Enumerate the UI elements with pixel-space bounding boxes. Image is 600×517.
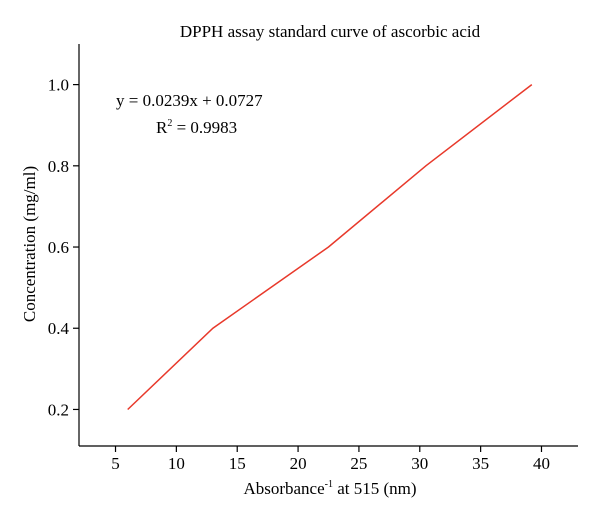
r-squared-annotation: R2 = 0.9983 [156,118,237,137]
y-tick-label: 0.4 [48,319,70,338]
x-axis-label-suffix: at 515 (nm) [333,479,417,498]
x-tick-label: 25 [350,454,367,473]
x-axis-label: Absorbance-1 at 515 (nm) [243,479,416,498]
y-tick-label: 1.0 [48,76,69,95]
r-squared-superscript: 2 [167,118,172,129]
y-axis-ticks: 0.2 0.4 0.6 0.8 1.0 [48,76,79,419]
x-tick-label: 40 [533,454,550,473]
r-squared-prefix: R [156,118,168,137]
x-axis-label-superscript: -1 [325,479,333,490]
x-tick-label: 35 [472,454,489,473]
x-tick-label: 20 [290,454,307,473]
x-axis-label-prefix: Absorbance [243,479,324,498]
x-tick-label: 10 [168,454,185,473]
x-tick-label: 15 [229,454,246,473]
y-tick-label: 0.2 [48,400,69,419]
y-tick-label: 0.6 [48,238,69,257]
r-squared-value: = 0.9983 [172,118,237,137]
x-tick-label: 5 [111,454,120,473]
series-line [127,84,533,411]
series-layer [127,84,533,411]
y-axis-label: Concentration (mg/ml) [20,166,39,322]
x-tick-label: 30 [411,454,428,473]
x-axis-ticks: 5 10 15 20 25 30 35 40 [111,446,550,473]
equation-annotation: y = 0.0239x + 0.0727 [116,91,263,110]
chart-title: DPPH assay standard curve of ascorbic ac… [180,22,481,41]
plot-area: 5 10 15 20 25 30 35 40 0.2 0.4 0.6 0.8 1.0 [48,44,578,473]
y-tick-label: 0.8 [48,157,69,176]
